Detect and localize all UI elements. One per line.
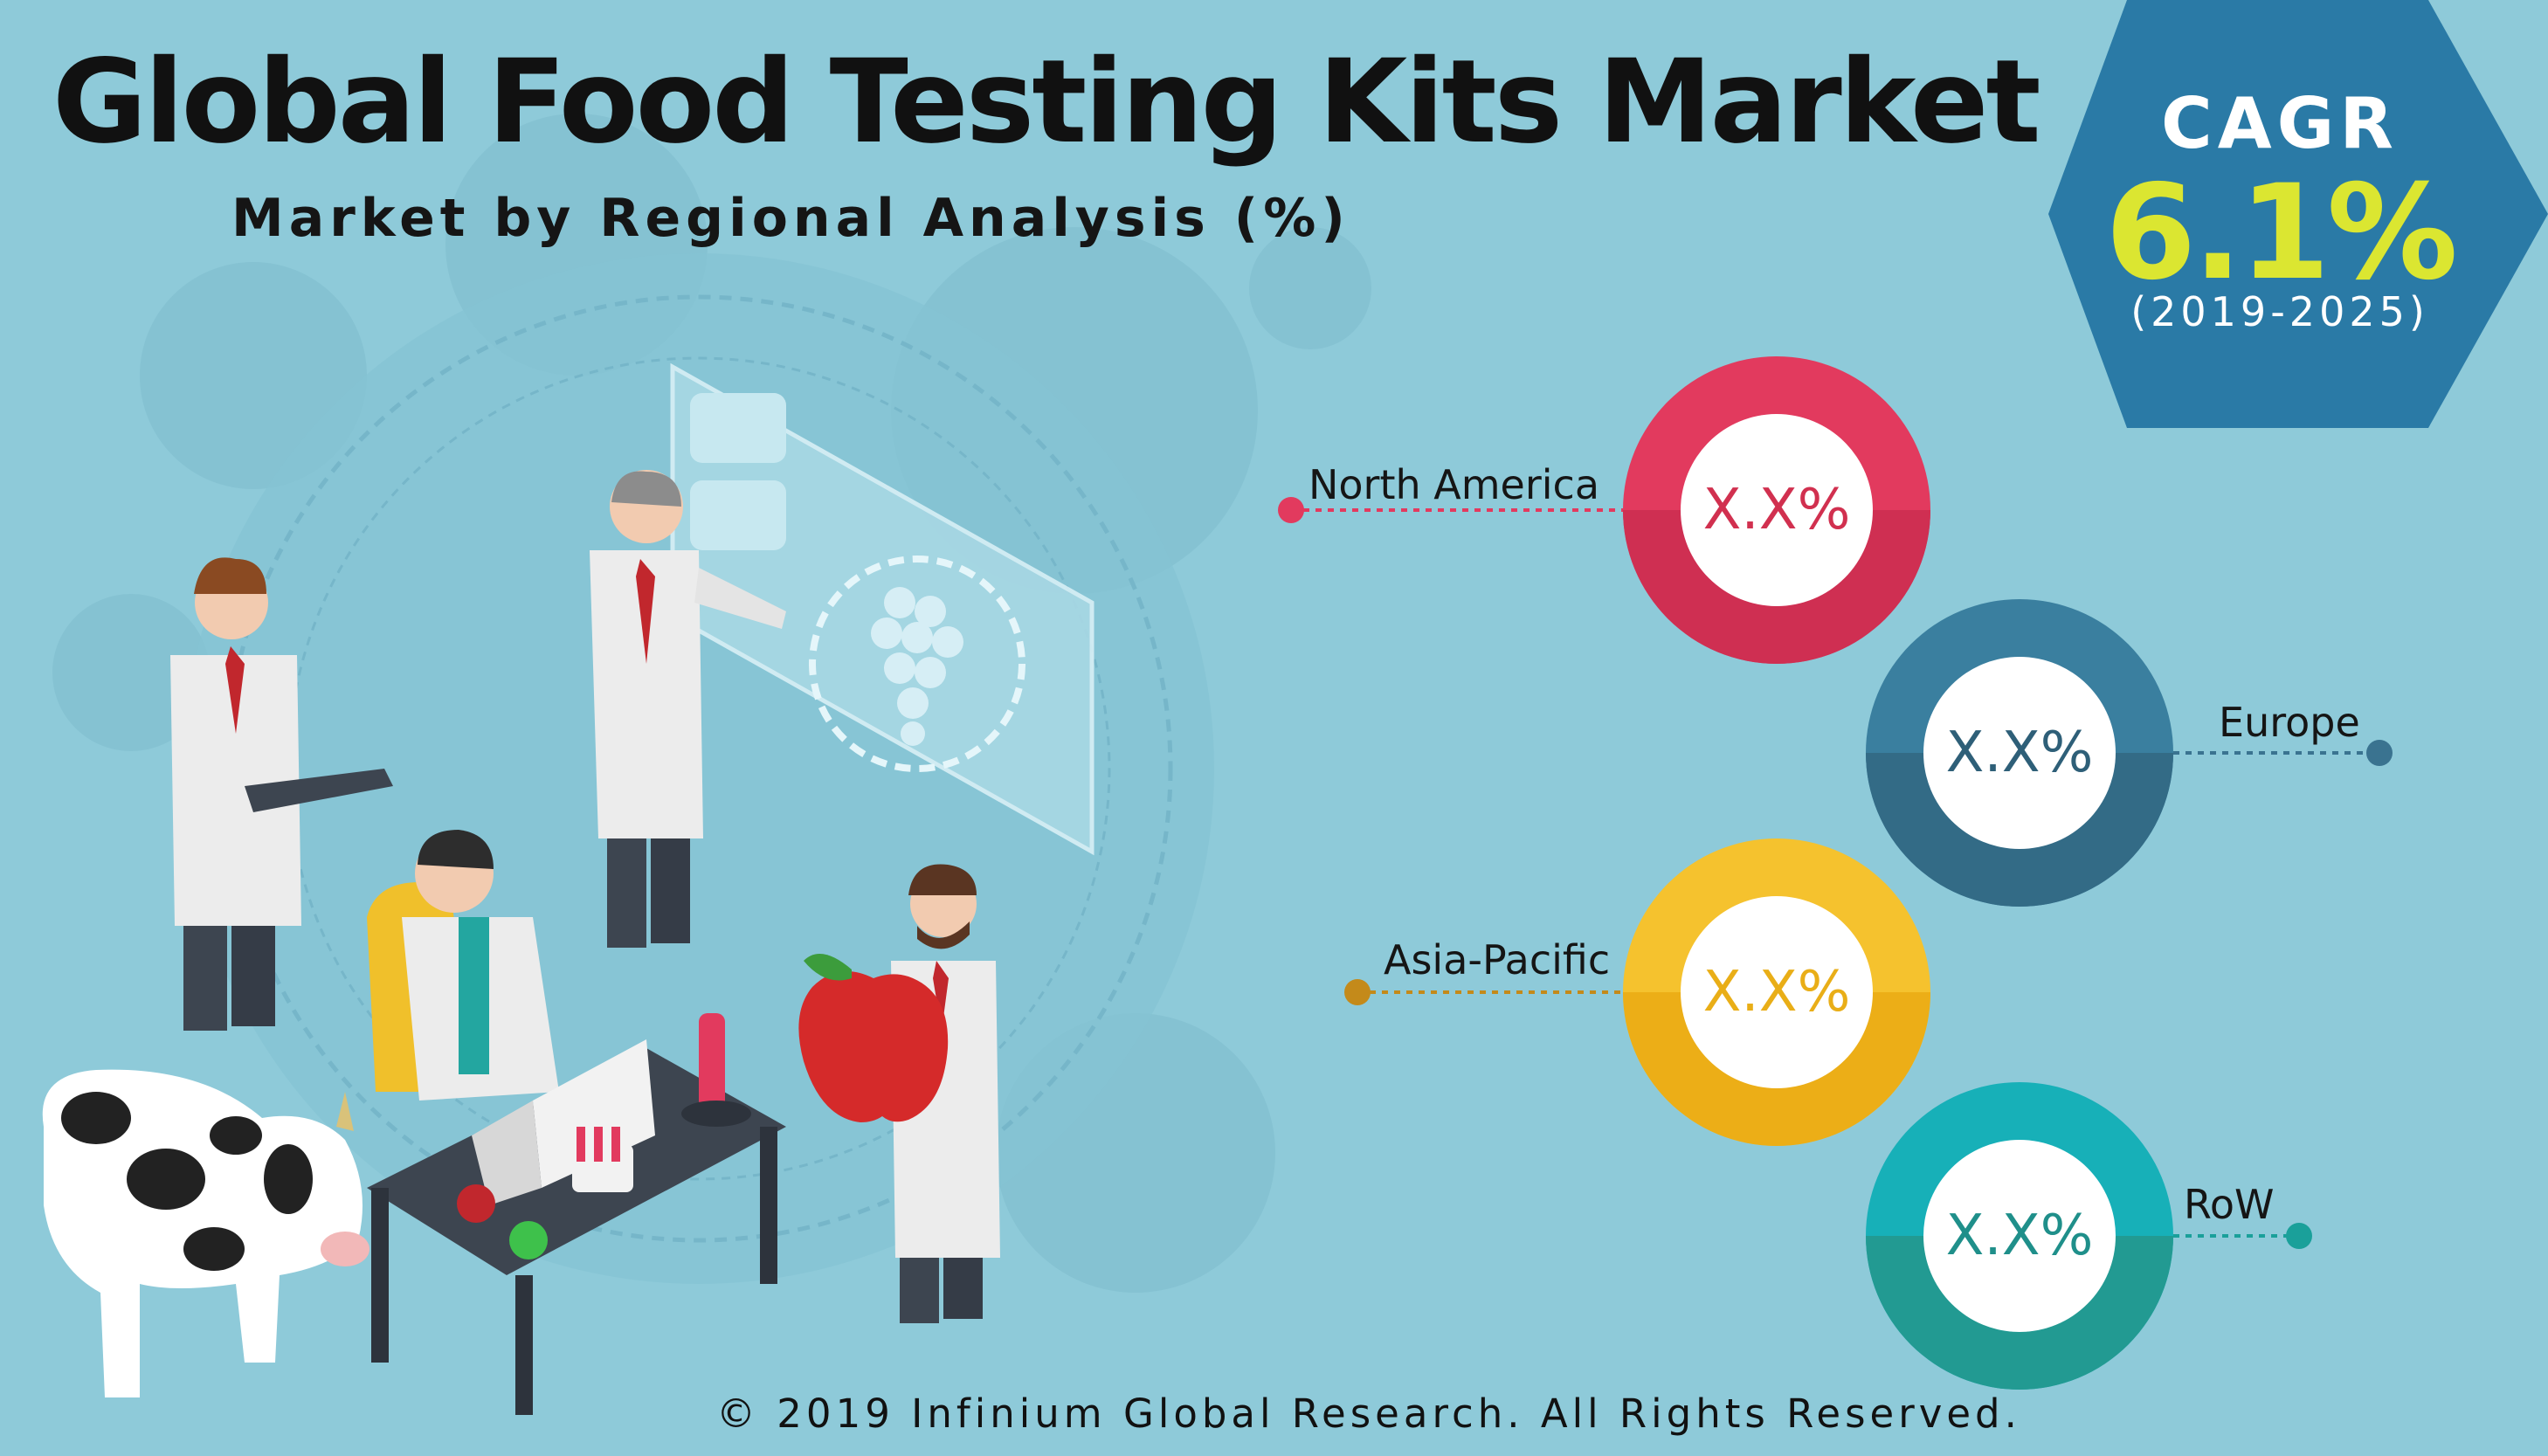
holographic-screen-icon — [670, 362, 1094, 856]
row-dot — [2286, 1223, 2312, 1249]
region-connectors — [1291, 508, 2379, 1238]
apple-icon — [798, 954, 949, 1122]
cow-icon — [42, 1069, 369, 1397]
europe-value: X.X% — [1945, 721, 2094, 785]
row-ring — [1866, 1082, 2173, 1390]
asia-pacific-ring — [1623, 838, 1930, 1146]
cagr-hexagon — [2048, 0, 2548, 428]
microscope-icon — [681, 1013, 751, 1127]
asia-pacific-dot — [1344, 979, 1371, 1005]
north-america-dot — [1278, 497, 1304, 523]
laptop-icon — [472, 1039, 655, 1205]
test-tube-icon — [457, 1127, 633, 1259]
north-america-ring — [1623, 356, 1930, 664]
scientist-icon — [170, 557, 393, 1031]
europe-dot — [2366, 740, 2393, 766]
asia-pacific-value: X.X% — [1702, 960, 1851, 1025]
grapes-icon — [871, 587, 963, 746]
scientist-icon — [367, 830, 559, 1101]
cagr-value: 6.1% — [2104, 157, 2458, 309]
region-label-north-america: North America — [1309, 461, 1600, 508]
north-america-value: X.X% — [1702, 478, 1851, 542]
region-label-row: RoW — [2184, 1181, 2275, 1228]
copyright-footer: © 2019 Infinium Global Research. All Rig… — [716, 1390, 2021, 1437]
page-subtitle: Market by Regional Analysis (%) — [231, 188, 1350, 249]
cagr-period: (2019-2025) — [2130, 288, 2429, 335]
row-value: X.X% — [1945, 1204, 2094, 1268]
region-label-europe: Europe — [2219, 699, 2360, 746]
europe-ring — [1866, 599, 2173, 907]
page-title: Global Food Testing Kits Market — [52, 35, 2041, 169]
cagr-label: CAGR — [2161, 83, 2399, 164]
scientist-icon — [590, 470, 786, 948]
region-label-asia-pacific: Asia-Pacific — [1384, 936, 1611, 983]
